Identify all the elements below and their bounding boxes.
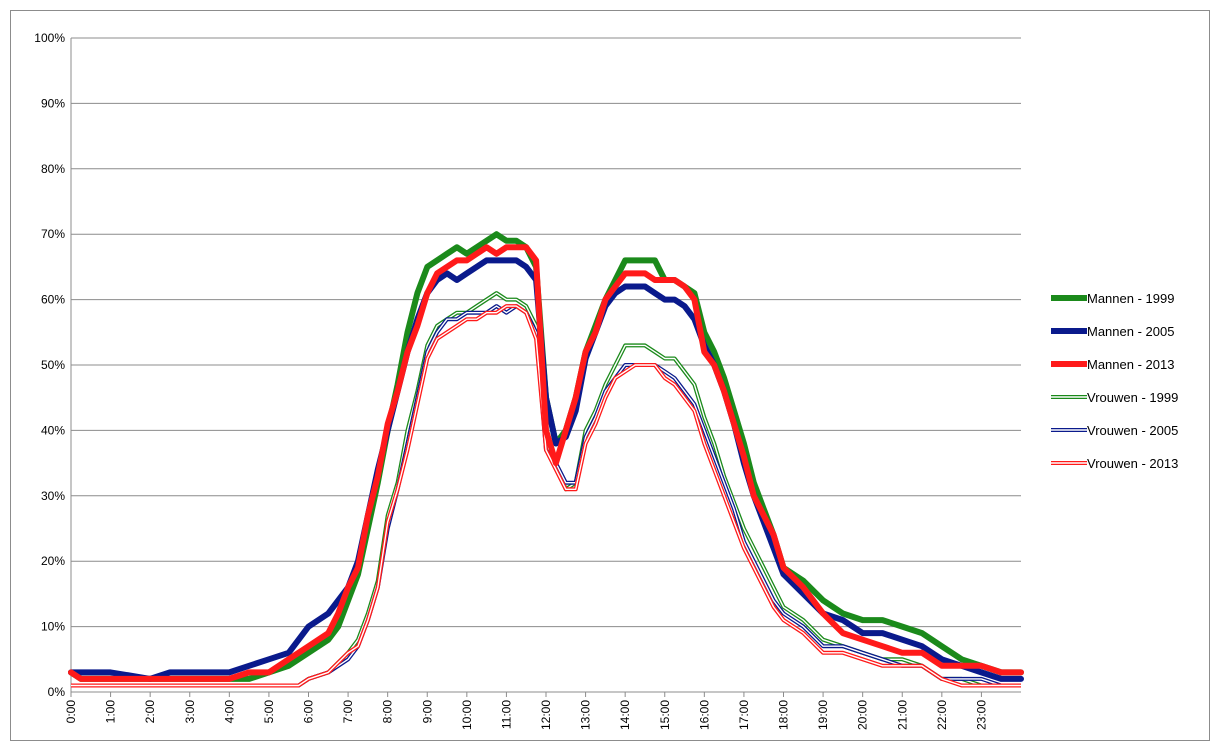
legend-label: Mannen - 2005: [1087, 324, 1174, 339]
x-tick-label: 0:00: [64, 700, 78, 724]
series-line-mannen-1999: [68, 231, 1024, 682]
x-tick-label: 18:00: [777, 700, 791, 730]
x-axis-tick-labels: 0:00 1:00 2:00 3:00 4:00 5:00 6:00 7:00 8:00 9:00…: [64, 700, 988, 730]
x-tick-label: 1:00: [104, 700, 118, 724]
series-path: [68, 231, 1024, 682]
x-tick-label: 10:00: [460, 700, 474, 730]
x-tick-label: 5:00: [262, 700, 276, 724]
legend-label: Vrouwen - 1999: [1087, 390, 1178, 405]
x-tick-label: 7:00: [341, 700, 355, 724]
x-tick-label: 11:00: [499, 700, 513, 729]
chart-frame: 0% 10% 20% 30% 40% 50% 60% 70% 80% 90% 100% 0:00 1:…: [10, 10, 1210, 741]
x-tick-label: 6:00: [302, 700, 316, 724]
legend-label: Vrouwen - 2013: [1087, 456, 1178, 471]
x-tick-label: 13:00: [579, 700, 593, 730]
axes: [70, 38, 1021, 697]
series-lines: [68, 231, 1024, 688]
x-tick-label: 4:00: [222, 700, 236, 724]
legend-label: Mannen - 2013: [1087, 357, 1174, 372]
x-tick-label: 8:00: [381, 700, 395, 724]
legend-entry: Mannen - 2013: [1051, 357, 1174, 372]
y-tick-label: 30%: [41, 489, 65, 503]
x-tick-label: 15:00: [658, 700, 672, 730]
y-tick-label: 50%: [41, 358, 65, 372]
y-tick-label: 90%: [41, 96, 65, 110]
x-tick-label: 9:00: [420, 700, 434, 724]
series-path: [68, 257, 1024, 682]
series-line-mannen-2013: [68, 244, 1024, 682]
x-tick-label: 22:00: [935, 700, 949, 730]
y-tick-label: 0%: [48, 685, 66, 699]
legend-label: Vrouwen - 2005: [1087, 423, 1178, 438]
x-tick-label: 20:00: [856, 700, 870, 730]
series-path-inner: [71, 305, 1021, 687]
line-chart: 0% 10% 20% 30% 40% 50% 60% 70% 80% 90% 100% 0:00 1:…: [34, 31, 1178, 730]
legend-entry: Vrouwen - 2013: [1051, 456, 1178, 471]
x-tick-label: 23:00: [974, 700, 988, 730]
x-tick-label: 3:00: [183, 700, 197, 724]
legend-label: Mannen - 1999: [1087, 291, 1174, 306]
legend: Mannen - 1999 Mannen - 2005 Mannen - 2013 V…: [1051, 291, 1178, 471]
y-tick-label: 80%: [41, 162, 65, 176]
y-tick-label: 40%: [41, 423, 65, 437]
gridlines: [71, 37, 1021, 628]
y-tick-label: 60%: [41, 293, 65, 307]
series-line-vrouwen-2013: [71, 304, 1021, 688]
legend-entry: Mannen - 1999: [1051, 291, 1174, 306]
x-tick-label: 17:00: [737, 700, 751, 730]
series-path: [68, 244, 1024, 682]
x-tick-label: 16:00: [697, 700, 711, 730]
y-tick-label: 20%: [41, 554, 65, 568]
y-tick-label: 70%: [41, 227, 65, 241]
y-tick-label: 100%: [34, 31, 65, 45]
legend-entry: Mannen - 2005: [1051, 324, 1174, 339]
x-tick-label: 21:00: [895, 700, 909, 730]
x-tick-label: 2:00: [143, 700, 157, 724]
x-tick-label: 14:00: [618, 700, 632, 730]
legend-entry: Vrouwen - 2005: [1051, 423, 1178, 438]
legend-entry: Vrouwen - 1999: [1051, 390, 1178, 405]
x-tick-label: 19:00: [816, 700, 830, 730]
series-line-mannen-2005: [68, 257, 1024, 682]
y-axis-tick-labels: 0% 10% 20% 30% 40% 50% 60% 70% 80% 90% 100%: [34, 31, 65, 699]
y-tick-label: 10%: [41, 620, 65, 634]
x-tick-label: 12:00: [539, 700, 553, 730]
